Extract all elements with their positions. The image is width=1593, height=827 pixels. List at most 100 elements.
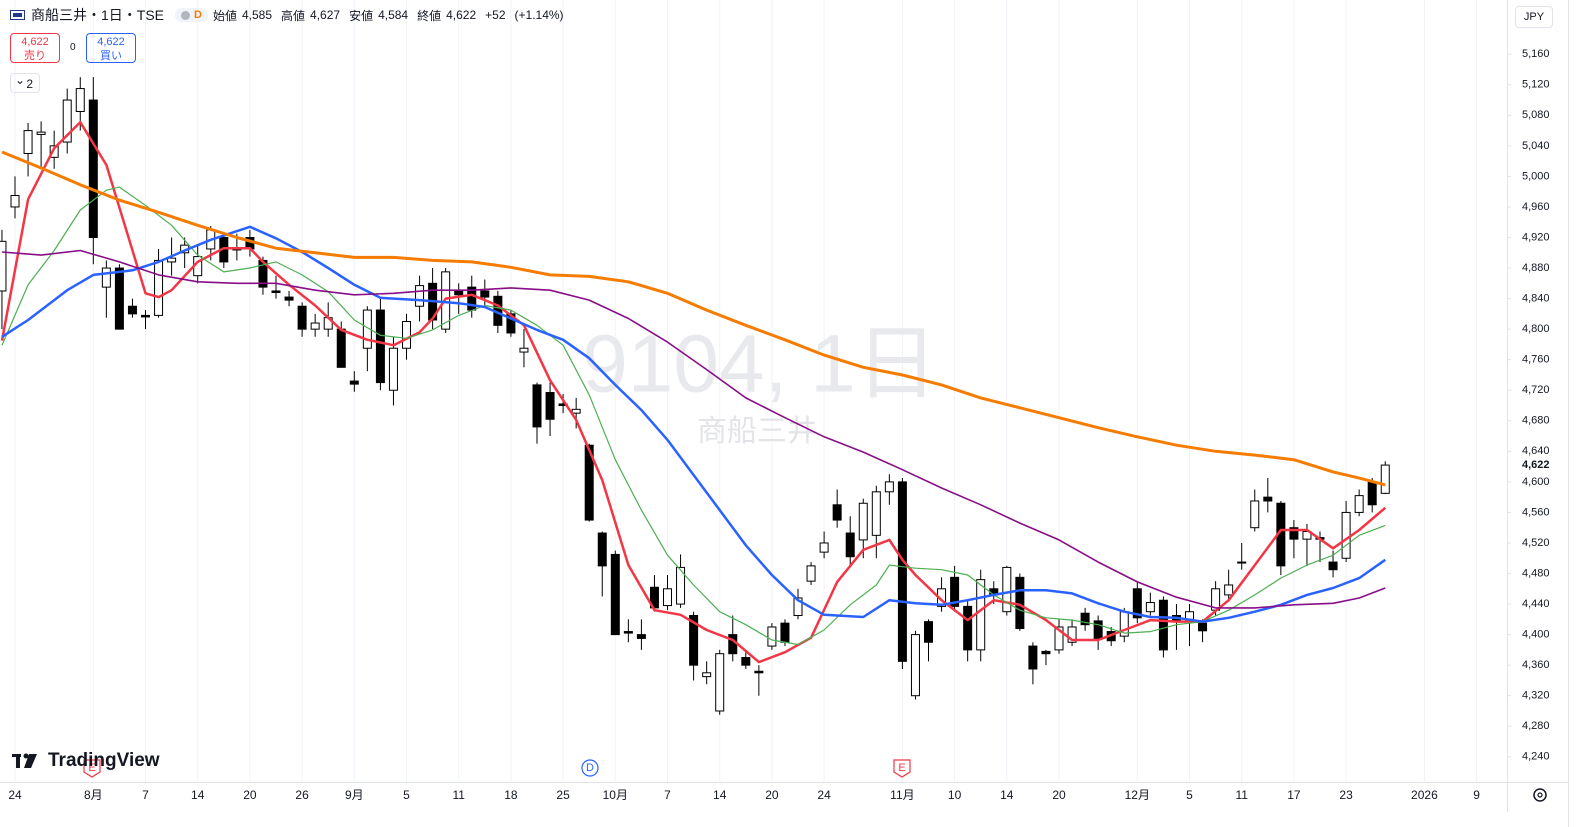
y-tick-label: 4,240 — [1522, 751, 1550, 763]
candle-body — [871, 491, 881, 536]
candle-body — [1067, 626, 1077, 643]
y-tick-label: 5,120 — [1522, 79, 1550, 91]
y-tick-label: 5,080 — [1522, 109, 1550, 121]
candle-body — [832, 504, 842, 521]
candle-body — [741, 657, 751, 666]
x-tick-label: 2026 — [1411, 788, 1438, 802]
y-tick-label: 4,400 — [1522, 629, 1550, 641]
open-label: 始値 — [212, 8, 237, 23]
sell-button[interactable]: 4,622 売り — [10, 33, 60, 63]
candle-body — [597, 532, 607, 567]
candle-body — [1028, 645, 1038, 670]
indicators-toggle[interactable]: 2 — [10, 70, 40, 93]
open-value: 4,585 — [241, 8, 273, 22]
candle-body — [858, 502, 868, 541]
low-value: 4,584 — [378, 8, 409, 22]
plot — [0, 77, 1390, 715]
moving-average — [1, 225, 1387, 623]
candle-body — [636, 634, 646, 639]
candle-body — [402, 321, 412, 349]
candle-body — [114, 267, 124, 330]
event-label: E — [88, 762, 95, 774]
y-tick-label: 4,880 — [1522, 262, 1550, 274]
candle-body — [1380, 464, 1390, 494]
y-tick-label: 5,040 — [1522, 140, 1550, 152]
candle-body — [1328, 561, 1338, 571]
candle-body — [1015, 576, 1025, 630]
logo: TradingView — [12, 750, 160, 771]
candle-body — [676, 566, 686, 605]
candle-body — [689, 615, 699, 666]
y-tick-label: 4,720 — [1522, 384, 1550, 396]
x-tick-label: 20 — [765, 788, 779, 802]
flag-icon — [10, 10, 25, 20]
event-marker — [581, 759, 599, 777]
candle-body — [415, 285, 425, 307]
flag-band — [13, 13, 22, 17]
candle-body — [375, 309, 385, 384]
x-tick-label: 23 — [1339, 788, 1353, 802]
y-tick-label: 4,280 — [1522, 720, 1550, 732]
x-tick-label: 14 — [1000, 788, 1014, 802]
x-tick-label: 24 — [817, 788, 831, 802]
candle-body — [75, 88, 85, 112]
last-price-label: 4,622 — [1522, 459, 1550, 471]
candle-body — [519, 347, 529, 353]
candle-body — [36, 131, 46, 135]
x-tick-label: 10 — [948, 788, 962, 802]
candle-body — [1093, 620, 1103, 639]
y-tick-label: 5,160 — [1522, 48, 1550, 60]
sell-price: 4,622 — [21, 36, 49, 48]
candle-body — [897, 481, 907, 662]
candle-body — [362, 309, 372, 349]
candle-body — [1224, 584, 1234, 596]
x-tick-label: 14 — [191, 788, 205, 802]
candle-body — [101, 267, 111, 288]
candle-body — [715, 653, 725, 712]
moving-average — [0, 120, 1387, 664]
y-tick-label: 4,560 — [1522, 506, 1550, 518]
close-value: 4,622 — [446, 8, 477, 22]
y-tick-label: 4,600 — [1522, 476, 1550, 488]
buy-button[interactable]: 4,622 買い — [86, 33, 136, 63]
candle-body — [884, 481, 894, 493]
candle-body — [780, 622, 790, 643]
close-label: 終値 — [417, 8, 442, 23]
currency-button[interactable]: JPY — [1515, 6, 1553, 28]
candle-body — [1080, 612, 1090, 626]
settings-gear[interactable] — [1533, 788, 1547, 802]
candle-body — [924, 621, 934, 643]
candle-body — [1341, 511, 1351, 559]
last-price-bg — [1509, 457, 1559, 474]
candle-body — [767, 626, 777, 647]
x-tick-label: 26 — [295, 788, 309, 802]
candle-body — [1237, 561, 1247, 564]
candle-body — [349, 380, 359, 385]
candle-body — [610, 553, 620, 636]
x-tick-label: 11 — [452, 788, 465, 802]
status-pill[interactable]: D — [175, 8, 208, 22]
y-tick-label: 4,960 — [1522, 201, 1550, 213]
candle-body — [623, 631, 633, 634]
y-tick-label: 4,760 — [1522, 354, 1550, 366]
settings-gear-hub[interactable] — [1537, 792, 1543, 798]
x-tick-label: 5 — [403, 788, 410, 802]
candle-body — [1158, 599, 1168, 651]
event-marker — [83, 759, 101, 778]
candle-body — [49, 145, 59, 158]
candle-body — [754, 670, 764, 674]
candle-body — [127, 305, 137, 315]
candle-body — [23, 130, 33, 154]
candle-body — [167, 257, 177, 263]
candle-body — [963, 605, 973, 651]
logo-mark — [16, 754, 20, 768]
moving-average — [1, 150, 1386, 487]
y-tick-label: 4,680 — [1522, 415, 1550, 427]
candle-body — [950, 576, 960, 607]
x-tick-label: 20 — [1052, 788, 1066, 802]
symbol[interactable]: 商船三井・1日・TSE — [31, 7, 165, 23]
settings-icon[interactable] — [1533, 788, 1547, 802]
